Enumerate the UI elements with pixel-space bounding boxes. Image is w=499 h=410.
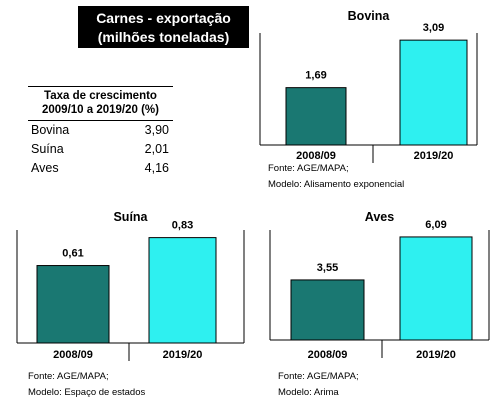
data-label-suina-1: 0,83 (172, 220, 193, 232)
chart-title-aves: Aves (365, 210, 394, 224)
bar-suina-2019-20 (148, 237, 217, 344)
chart-note-aves-1: Modelo: Arima (278, 387, 339, 398)
growth-row-value: 2,01 (144, 142, 169, 156)
bar-suina-2008-09 (36, 265, 110, 344)
chart-note-bovina-1: Modelo: Alisamento exponencial (268, 179, 404, 190)
data-label-bovina-1: 3,09 (423, 22, 444, 34)
main-title: Carnes - exportação (96, 10, 231, 26)
chart-note-suina-1: Modelo: Espaço de estados (28, 387, 145, 398)
chart-note-suina-0: Fonte: AGE/MAPA; (28, 371, 109, 382)
bar-aves-2008-09 (290, 279, 365, 341)
chart-title-suina: Suína (113, 210, 148, 224)
growth-row-bovina: Bovina 3,90 (28, 121, 173, 140)
growth-row-suina: Suína 2,01 (28, 140, 173, 159)
growth-table-header: Taxa de crescimento 2009/10 a 2019/20 (%… (28, 86, 173, 121)
main-title-box: Carnes - exportação (milhões toneladas) (78, 6, 249, 48)
category-label-aves-0: 2008/09 (308, 349, 348, 361)
category-label-aves-1: 2019/20 (416, 349, 456, 361)
chart-note-bovina-0: Fonte: AGE/MAPA; (268, 163, 349, 174)
data-label-aves-1: 6,09 (425, 219, 446, 231)
category-label-bovina-0: 2008/09 (296, 150, 336, 162)
growth-header-line1: Taxa de crescimento (44, 90, 157, 102)
growth-rate-table: Taxa de crescimento 2009/10 a 2019/20 (%… (28, 86, 173, 178)
data-label-aves-0: 3,55 (317, 262, 338, 274)
growth-row-label: Suína (31, 142, 64, 156)
growth-header-line2: 2009/10 a 2019/20 (%) (41, 104, 159, 116)
growth-row-aves: Aves 4,16 (28, 159, 173, 178)
category-label-suina-1: 2019/20 (163, 349, 203, 361)
growth-row-value: 3,90 (144, 123, 169, 137)
growth-row-value: 4,16 (144, 161, 169, 175)
chart-title-bovina: Bovina (348, 9, 391, 23)
growth-row-label: Bovina (31, 123, 70, 137)
data-label-suina-0: 0,61 (62, 248, 83, 260)
category-label-suina-0: 2008/09 (53, 349, 93, 361)
growth-row-label: Aves (31, 161, 59, 175)
main-subtitle: (milhões toneladas) (97, 29, 230, 45)
data-label-bovina-0: 1,69 (305, 70, 326, 82)
category-label-bovina-1: 2019/20 (414, 150, 454, 162)
bar-bovina-2008-09 (285, 87, 347, 146)
chart-note-aves-0: Fonte: AGE/MAPA; (278, 371, 359, 382)
bar-bovina-2019-20 (399, 39, 468, 146)
bar-aves-2019-20 (399, 236, 473, 341)
